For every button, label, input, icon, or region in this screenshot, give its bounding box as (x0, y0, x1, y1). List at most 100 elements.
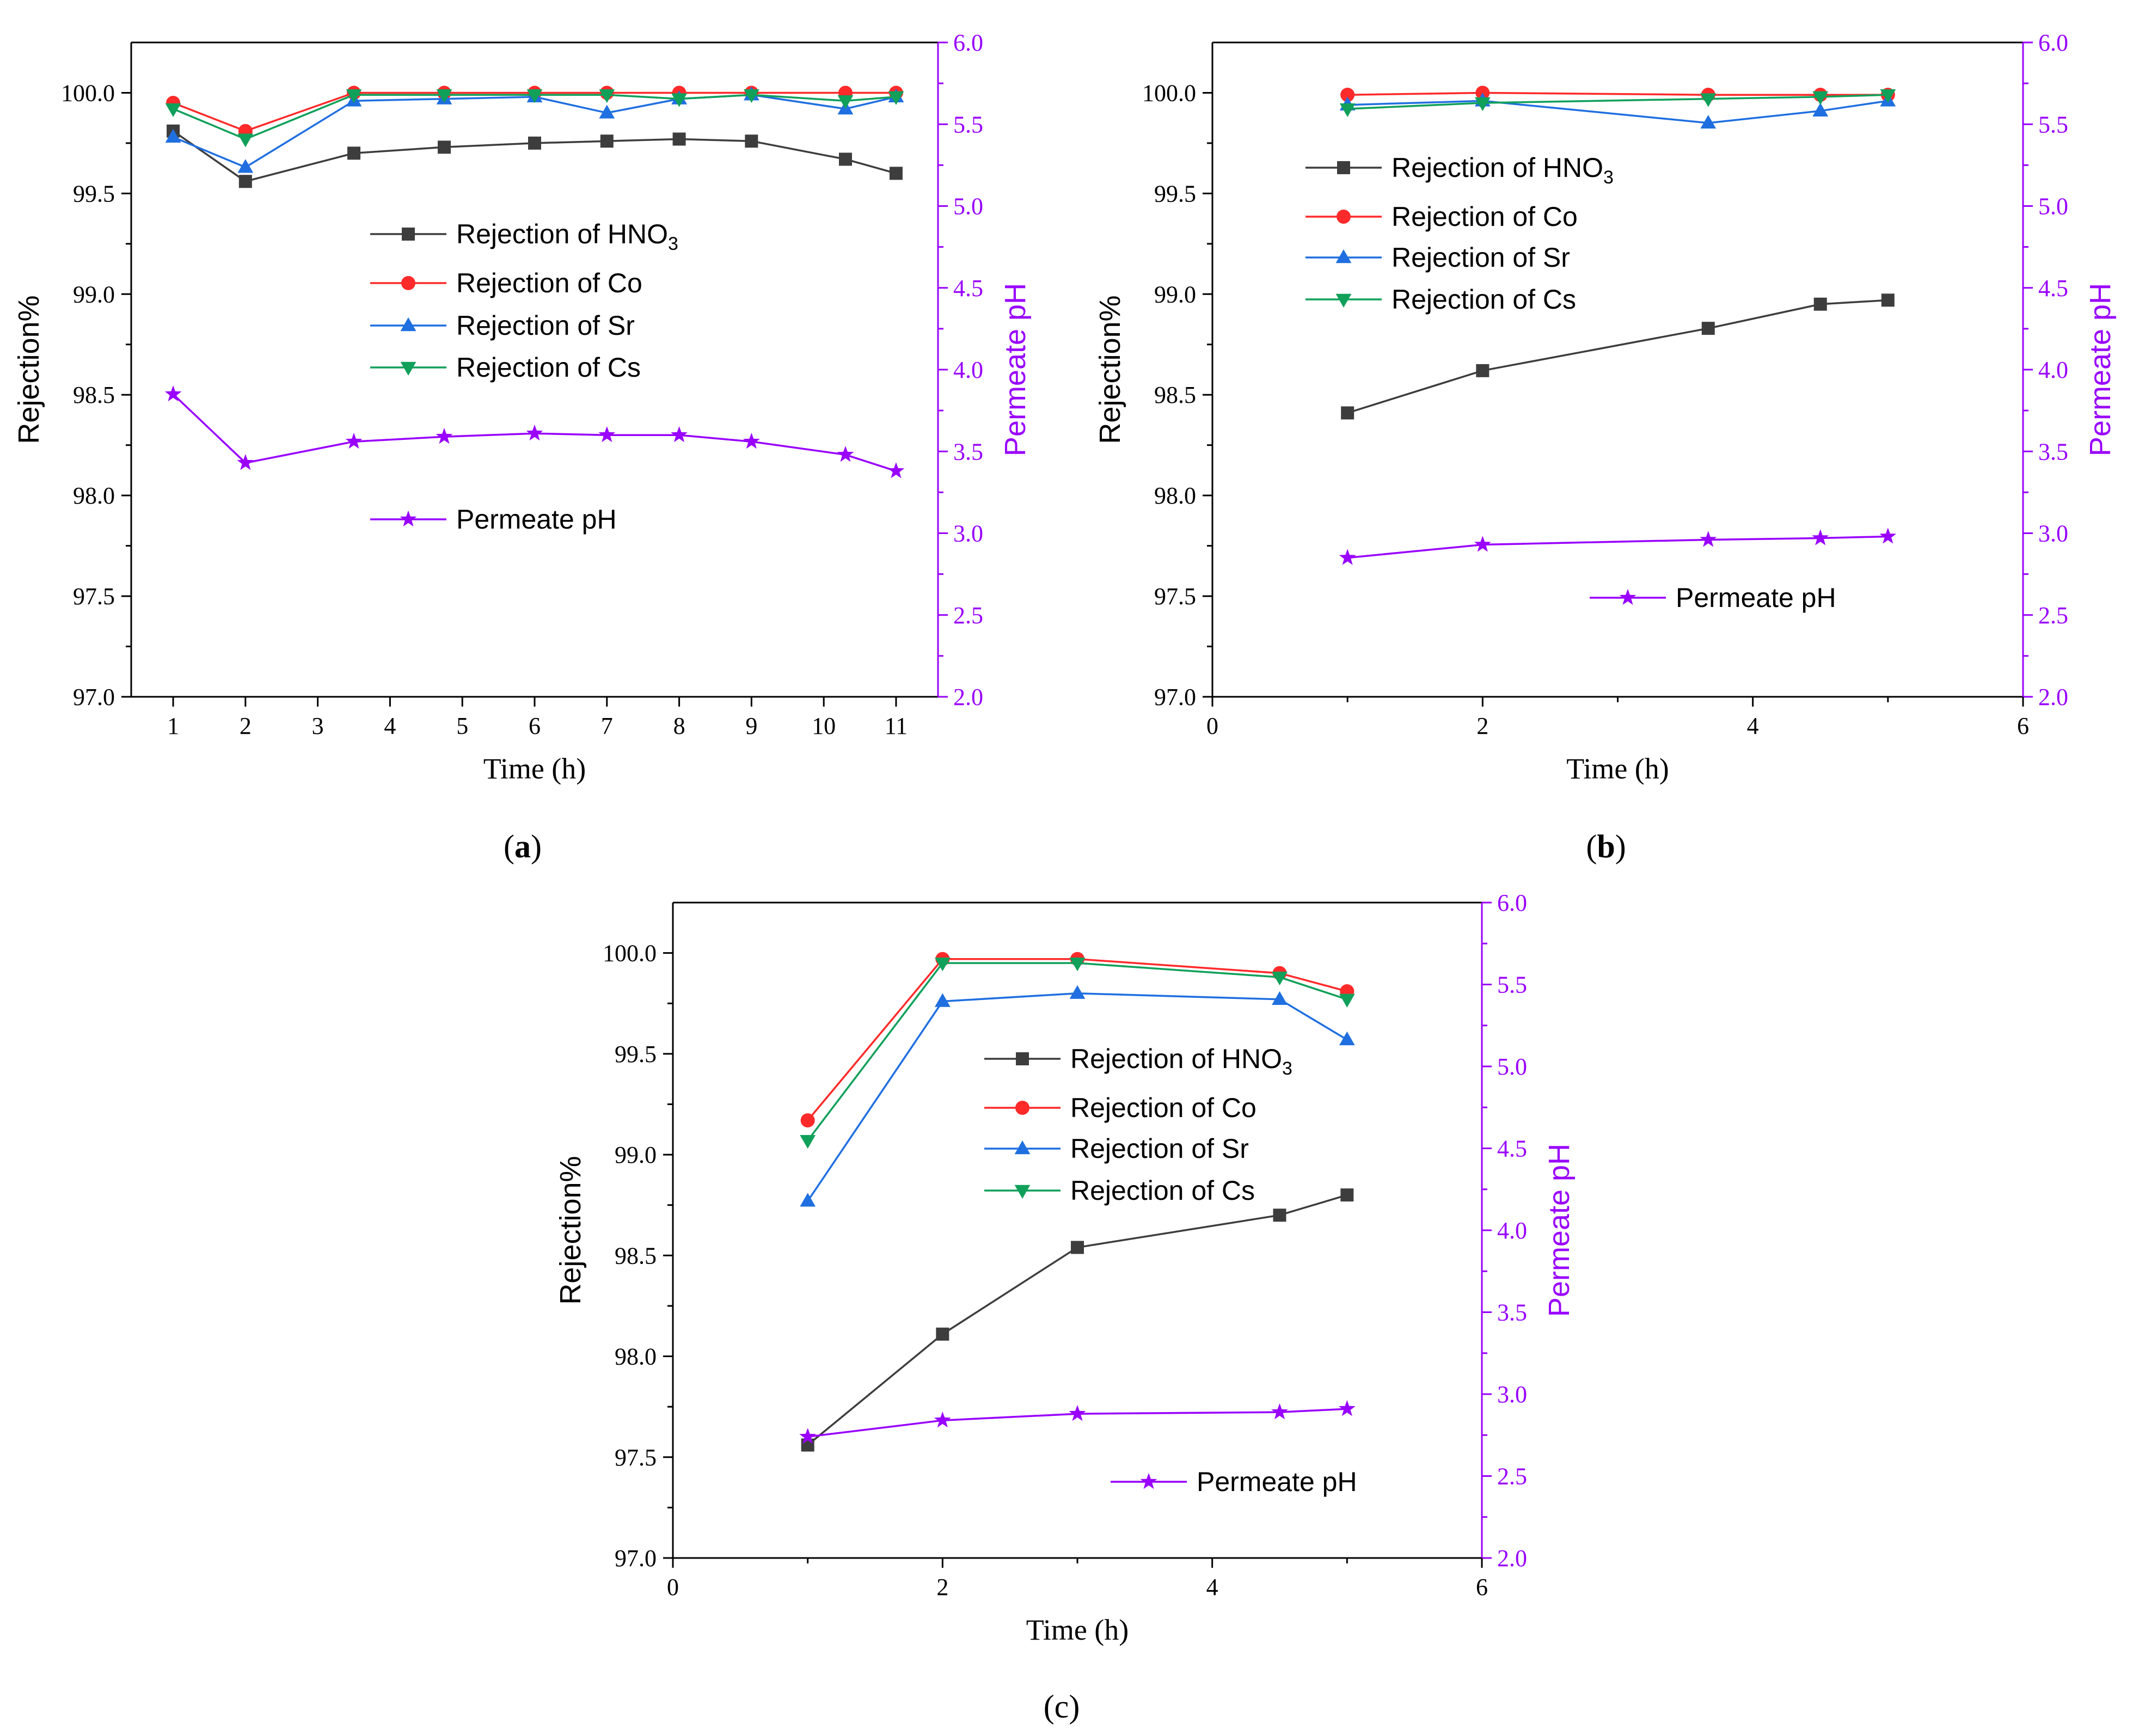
data-point-cs (1880, 89, 1896, 103)
data-point-sr (1339, 1031, 1355, 1046)
y-right-tick-label: 5.5 (953, 111, 983, 138)
chart-panel-a: 97.0 97.5 98.0 98.5 99.0 99.5 100.0 2.0 2.5 3.0 3.… (13, 29, 1032, 864)
chart-panel-c: 97.0 97.5 98.0 98.5 99.0 99.5 100.0 2.0 2.5 3.0 3.… (554, 890, 1576, 1725)
data-point-hno3 (438, 140, 451, 154)
data-point-hno3 (528, 136, 541, 150)
y-left-tick-label: 98.5 (615, 1242, 657, 1269)
y-left-tick-label: 97.5 (1154, 583, 1196, 610)
series-ph (1339, 527, 1897, 565)
x-axis-label: Time (h) (1026, 1614, 1129, 1646)
legend-marker-hno3 (1016, 1052, 1029, 1065)
data-point-cs (346, 89, 362, 103)
legend-marker-hno3 (402, 228, 415, 241)
data-point-hno3 (1476, 364, 1490, 377)
data-point-ph (1879, 527, 1897, 544)
data-point-ph (526, 425, 543, 441)
y-right-tick-label: 5.0 (1497, 1053, 1527, 1080)
x-tick-label: 11 (885, 713, 908, 739)
legend-entry-co: Rejection of Co (1392, 201, 1578, 232)
x-tick-label: 3 (312, 713, 324, 739)
x-tick-label: 6 (529, 713, 541, 739)
y-right-tick-label: 4.0 (953, 357, 983, 383)
y-right-tick-label: 3.0 (2038, 520, 2068, 547)
legend-marker-ph (1140, 1473, 1157, 1489)
series-co (1340, 85, 1895, 102)
legend-entry-hno3: Rejection of HNO3 (1070, 1044, 1292, 1079)
series-cs (165, 89, 904, 148)
legend-marker-cs (1014, 1185, 1031, 1199)
series-line-ph (1347, 535, 1888, 559)
data-point-cs (526, 89, 543, 103)
x-axis-label: Time (h) (483, 752, 586, 785)
legend-entry-sr: Rejection of Sr (1392, 242, 1570, 273)
y-left-tick-label: 97.5 (73, 583, 115, 610)
x-tick-label: 4 (1747, 713, 1759, 739)
data-point-cs (1339, 993, 1355, 1008)
data-point-ph (671, 426, 688, 443)
data-point-cs (1069, 957, 1086, 972)
legend-entry-ph: Permeate pH (1197, 1467, 1357, 1497)
y-axis-right-label: Permeate pH (2084, 283, 2117, 456)
data-point-ph (164, 385, 182, 402)
y-left-tick-label: 99.0 (73, 281, 115, 308)
data-point-cs (888, 91, 904, 105)
legend-entry-cs: Rejection of Cs (1070, 1175, 1255, 1206)
y-right-tick-label: 5.5 (2038, 111, 2068, 138)
data-point-hno3 (347, 146, 361, 160)
series-sr (1339, 93, 1896, 129)
data-point-hno3 (838, 152, 852, 166)
legend-entry-sr: Rejection of Sr (1070, 1133, 1249, 1164)
x-tick-label: 6 (1476, 1574, 1488, 1600)
series-line-hno3 (173, 130, 897, 183)
series-line-ph (172, 393, 897, 472)
legend: Rejection of HNO3 Rejection of Co Rejectio… (370, 219, 678, 535)
data-point-cs (934, 957, 951, 972)
x-tick-label: 2 (240, 713, 252, 739)
x-tick-label: 9 (745, 713, 757, 739)
x-tick-label: 4 (1206, 1574, 1218, 1600)
data-point-sr (800, 1193, 816, 1207)
series-ph (799, 1400, 1356, 1444)
data-point-cs (800, 1134, 816, 1149)
legend-marker-co (401, 276, 415, 290)
y-axis-right-label: Permeate pH (1543, 1144, 1576, 1317)
x-tick-label: 2 (1476, 713, 1488, 739)
data-point-hno3 (1273, 1209, 1286, 1222)
data-point-sr (237, 159, 254, 173)
y-right-tick-label: 2.5 (2038, 602, 2068, 629)
data-point-ph (1812, 529, 1829, 545)
y-right-tick-label: 2.5 (953, 602, 983, 629)
x-tick-label: 1 (167, 713, 179, 739)
data-point-sr (934, 993, 951, 1007)
data-point-co (1340, 88, 1355, 102)
data-point-cs (1272, 971, 1288, 986)
series-cs (800, 957, 1355, 1149)
data-point-ph (436, 428, 453, 444)
x-tick-label: 7 (601, 713, 613, 739)
data-point-ph (1069, 1404, 1086, 1421)
legend: Rejection of HNO3 Rejection of Co Rejectio… (1305, 152, 1836, 613)
series-sr (800, 985, 1355, 1207)
data-point-ph (1474, 536, 1491, 552)
legend-marker-sr (1335, 249, 1352, 263)
data-point-ph (934, 1412, 951, 1428)
y-right-tick-label: 4.0 (2038, 357, 2068, 383)
series-hno3 (1341, 293, 1895, 420)
data-point-ph (799, 1428, 817, 1444)
y-right-tick-label: 4.5 (953, 275, 983, 302)
data-point-cs (436, 89, 452, 103)
legend-marker-ph (400, 510, 417, 527)
legend-entry-co: Rejection of Co (456, 268, 642, 298)
data-point-ph (237, 454, 254, 470)
data-point-hno3 (1071, 1241, 1084, 1254)
legend-entry-co: Rejection of Co (1070, 1093, 1256, 1123)
series-line-co (1347, 91, 1888, 96)
y-left-tick-label: 99.0 (615, 1142, 657, 1168)
data-point-hno3 (600, 134, 614, 148)
y-left-tick-label: 98.0 (73, 482, 115, 509)
y-right-tick-label: 2.0 (953, 684, 983, 710)
y-right-tick-label: 5.0 (2038, 193, 2068, 220)
data-point-hno3 (1701, 322, 1715, 335)
data-point-ph (1338, 1400, 1356, 1416)
data-point-sr (1700, 114, 1717, 129)
